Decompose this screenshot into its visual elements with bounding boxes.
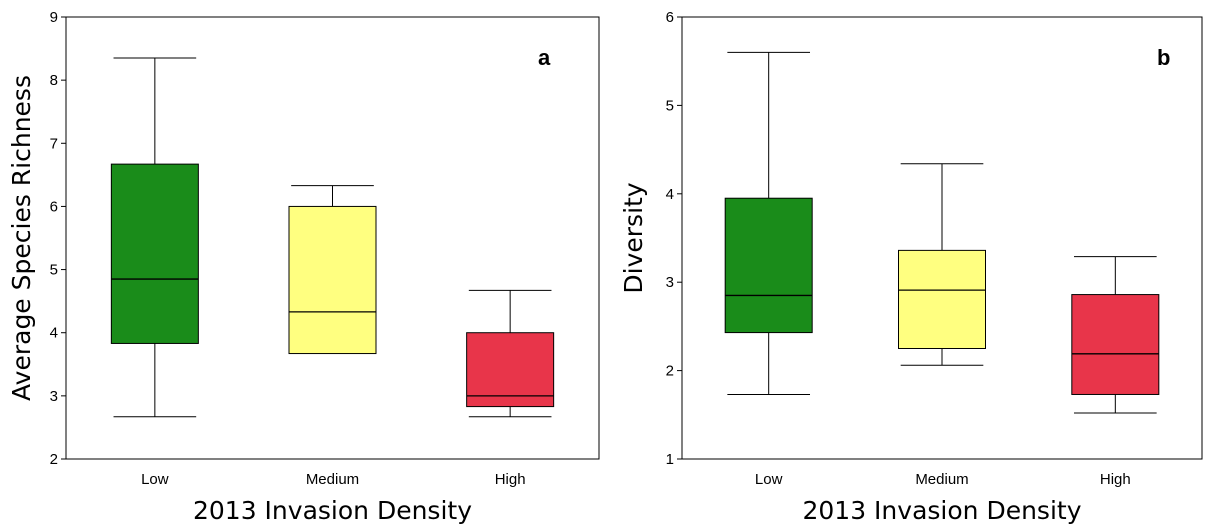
y-tick-label: 2	[666, 363, 674, 380]
x-tick-label: Medium	[915, 471, 968, 488]
x-tick-label: High	[495, 471, 526, 488]
y-tick-label: 1	[666, 451, 674, 468]
box-iqr	[898, 249, 986, 350]
y-tick-label: 5	[666, 97, 674, 114]
y-tick-label: 9	[50, 9, 58, 26]
y-tick-label: 3	[666, 274, 674, 291]
y-tick-label: 7	[50, 135, 58, 152]
plot-frame	[681, 16, 1203, 460]
box-high	[466, 289, 555, 418]
box-iqr	[466, 332, 555, 408]
y-tick-label: 4	[50, 325, 58, 342]
box-low	[110, 57, 199, 418]
y-tick-label: 6	[666, 9, 674, 26]
panel-b: 1 2 3 4 5 6 Low Medium High b 2013 Invasion Densit…	[619, 9, 1203, 525]
y-tick-label: 3	[50, 388, 58, 405]
y-tick-label: 2	[50, 451, 58, 468]
box-iqr	[110, 163, 199, 344]
x-tick-label: Medium	[306, 471, 359, 488]
panel-label: a	[538, 45, 551, 70]
box-iqr	[724, 197, 813, 334]
box-high	[1071, 256, 1160, 414]
x-axis-title: 2013 Invasion Density	[802, 496, 1081, 525]
y-axis-title: Average Species Richness	[7, 75, 36, 401]
y-tick-label: 8	[50, 72, 58, 89]
box-low	[724, 51, 813, 395]
box-medium	[288, 185, 377, 355]
plot-frame	[65, 16, 600, 460]
box-iqr	[288, 205, 377, 355]
x-tick-label: Low	[755, 471, 783, 488]
x-tick-label: Low	[141, 471, 169, 488]
y-axis-title: Diversity	[619, 182, 648, 293]
x-tick-label: High	[1100, 471, 1131, 488]
panel-label: b	[1157, 45, 1170, 70]
y-tick-label: 5	[50, 262, 58, 279]
box-iqr	[1071, 294, 1160, 395]
box-medium	[898, 163, 986, 366]
panel-a: 2 3 4 5 6 7 8 9 Low Medium High a 2013 Invasion Dens…	[7, 9, 600, 525]
x-axis-title: 2013 Invasion Density	[193, 496, 472, 525]
y-tick-label: 6	[50, 198, 58, 215]
y-tick-label: 4	[666, 186, 674, 203]
